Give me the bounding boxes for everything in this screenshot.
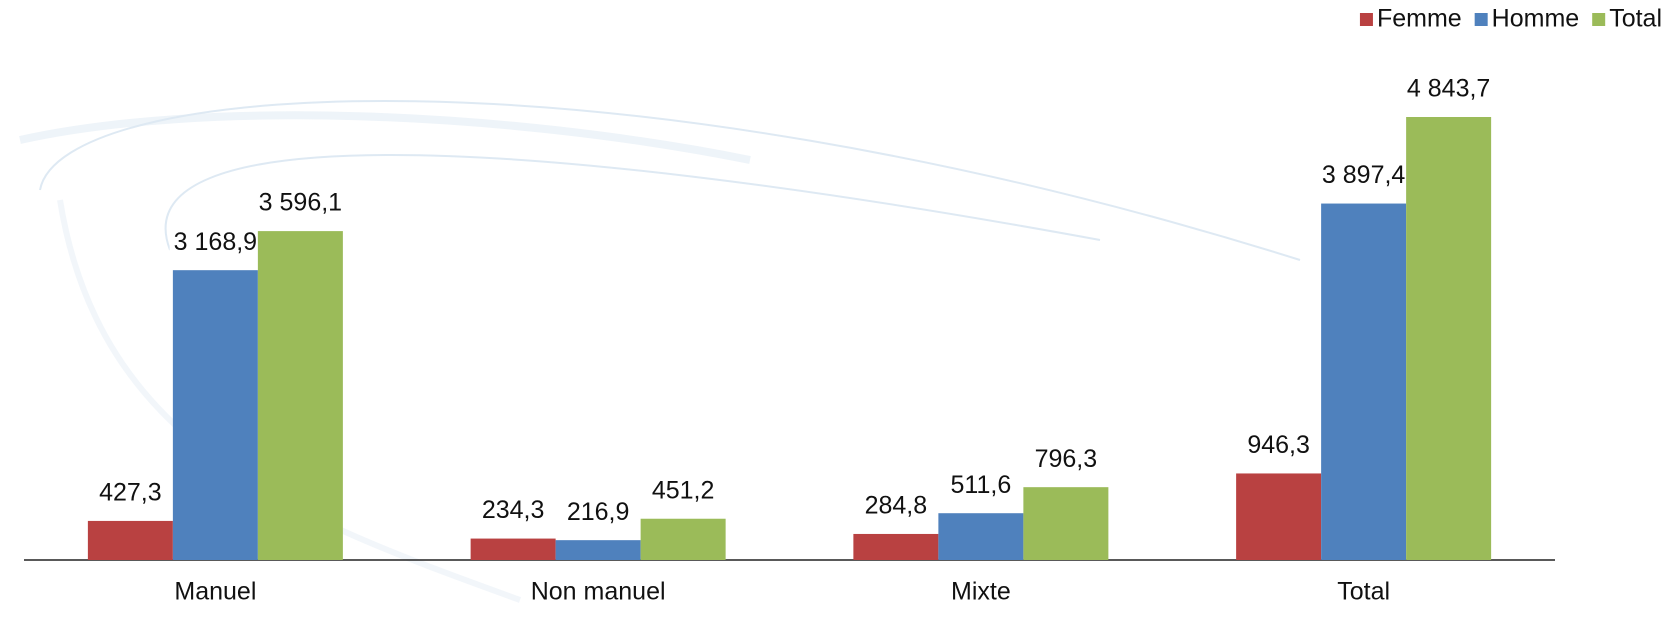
bar [470,538,556,560]
value-label: 427,3 [99,479,162,507]
label-background [860,488,932,523]
value-label: 216,9 [567,498,630,526]
legend-label: Total [1609,5,1662,33]
value-label: 796,3 [1035,445,1098,473]
x-tick-label: Total [1337,578,1390,606]
value-label: 4 843,7 [1407,75,1490,103]
legend-swatch [1359,13,1373,26]
label-background [169,224,262,259]
bar [1321,203,1407,560]
bar [257,231,343,561]
label-background [1402,71,1495,106]
value-label: 451,2 [652,476,715,504]
bar [87,520,173,560]
legend-label: Femme [1377,5,1462,33]
label-background [95,475,166,510]
label-background [477,493,549,528]
swirl [164,154,1101,251]
label-background [1317,158,1410,193]
value-label: 946,3 [1247,431,1310,459]
label-background [647,473,719,508]
bar [853,533,939,560]
legend-swatch [1592,13,1606,26]
bar [172,270,258,560]
label-background [254,185,347,220]
swirl [19,111,751,164]
swirl [39,99,1301,261]
value-label: 3 168,9 [174,228,257,256]
bar [555,540,641,560]
label-background [1030,441,1102,476]
bar [938,513,1024,560]
label-background [562,494,634,529]
value-label: 284,8 [865,492,928,520]
bar [1406,117,1492,560]
value-label: 3 596,1 [259,189,342,217]
legend-label: Homme [1492,5,1580,33]
legend-swatch [1474,13,1488,26]
x-tick-label: Manuel [174,578,256,606]
value-label: 511,6 [951,471,1012,499]
value-label: 234,3 [482,496,545,524]
bar [1023,487,1109,560]
label-background [1243,428,1314,463]
value-label: 3 897,4 [1322,161,1406,189]
bar [640,518,726,560]
x-tick-label: Mixte [951,578,1011,606]
label-background [946,467,1016,502]
x-tick-label: Non manuel [531,578,666,606]
bar [1236,473,1322,560]
